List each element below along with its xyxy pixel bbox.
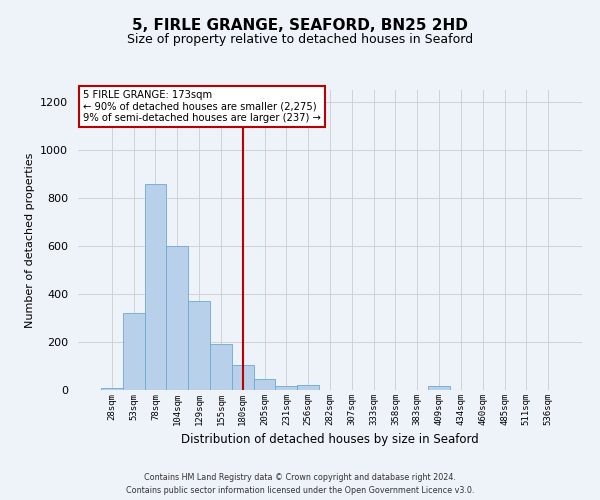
Bar — [232, 365, 254, 390]
Bar — [275, 386, 297, 390]
Text: Contains HM Land Registry data © Crown copyright and database right 2024.
Contai: Contains HM Land Registry data © Crown c… — [126, 473, 474, 495]
Y-axis label: Number of detached properties: Number of detached properties — [25, 152, 35, 328]
Bar — [145, 184, 166, 390]
Bar — [428, 386, 450, 390]
Bar — [188, 301, 210, 390]
Bar — [297, 385, 319, 390]
Bar — [210, 344, 232, 390]
Text: Size of property relative to detached houses in Seaford: Size of property relative to detached ho… — [127, 32, 473, 46]
Text: 5 FIRLE GRANGE: 173sqm
← 90% of detached houses are smaller (2,275)
9% of semi-d: 5 FIRLE GRANGE: 173sqm ← 90% of detached… — [83, 90, 321, 123]
X-axis label: Distribution of detached houses by size in Seaford: Distribution of detached houses by size … — [181, 434, 479, 446]
Bar — [254, 379, 275, 390]
Bar — [123, 313, 145, 390]
Bar — [101, 388, 123, 390]
Text: 5, FIRLE GRANGE, SEAFORD, BN25 2HD: 5, FIRLE GRANGE, SEAFORD, BN25 2HD — [132, 18, 468, 32]
Bar — [166, 246, 188, 390]
